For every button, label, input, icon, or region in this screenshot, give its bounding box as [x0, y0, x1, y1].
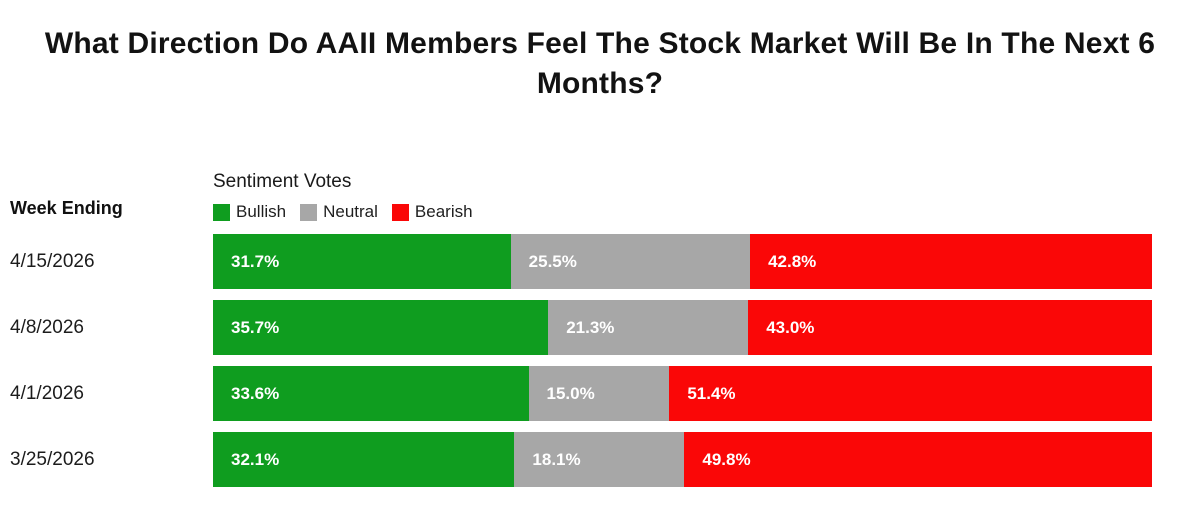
- segment-value: 15.0%: [546, 383, 595, 403]
- chart-row: 4/1/2026 33.6% 15.0% 51.4%: [0, 366, 1200, 422]
- segment-value: 42.8%: [768, 251, 817, 271]
- segment-value: 18.1%: [532, 449, 581, 469]
- bar-segment-bullish: 32.1%: [213, 432, 515, 488]
- segment-value: 49.8%: [702, 449, 751, 469]
- bar-segment-bearish: 43.0%: [748, 300, 1152, 356]
- segment-value: 51.4%: [687, 383, 736, 403]
- chart-title: What Direction Do AAII Members Feel The …: [44, 27, 1156, 100]
- bar-segment-neutral: 25.5%: [510, 234, 751, 290]
- legend-item-neutral: Neutral: [300, 202, 378, 222]
- bar-segment-neutral: 15.0%: [528, 366, 670, 422]
- bullish-swatch: [213, 203, 230, 221]
- week-label: 4/15/2026: [10, 250, 95, 272]
- segment-value: 43.0%: [766, 317, 815, 337]
- chart-row: 4/8/2026 35.7% 21.3% 43.0%: [0, 300, 1200, 356]
- chart-row: 3/25/2026 32.1% 18.1% 49.8%: [0, 432, 1200, 488]
- legend-item-bullish: Bullish: [213, 202, 286, 222]
- legend-item-bearish: Bearish: [391, 202, 473, 222]
- neutral-swatch: [300, 203, 318, 221]
- legend-label-bullish: Bullish: [236, 202, 287, 222]
- week-label: 3/25/2026: [10, 448, 95, 470]
- legend-block: Sentiment Votes Bullish Neutral Bearish: [213, 171, 1152, 222]
- bar-track: 32.1% 18.1% 49.8%: [213, 432, 1152, 488]
- legend: Bullish Neutral Bearish: [213, 202, 1152, 222]
- legend-label-bearish: Bearish: [414, 202, 473, 222]
- segment-value: 32.1%: [231, 449, 280, 469]
- week-ending-header: Week Ending: [10, 198, 123, 219]
- segment-value: 25.5%: [528, 251, 577, 271]
- bar-segment-neutral: 18.1%: [514, 432, 685, 488]
- bar-track: 33.6% 15.0% 51.4%: [213, 366, 1152, 422]
- chart-header-row: Week Ending Sentiment Votes Bullish Neut…: [0, 171, 1152, 222]
- segment-value: 35.7%: [231, 317, 280, 337]
- bar-segment-bullish: 33.6%: [213, 366, 529, 422]
- bearish-swatch: [391, 203, 409, 221]
- bar-segment-bullish: 31.7%: [213, 234, 511, 290]
- segment-value: 33.6%: [231, 383, 280, 403]
- bar-segment-bullish: 35.7%: [213, 300, 549, 356]
- bar-track: 31.7% 25.5% 42.8%: [213, 234, 1152, 290]
- bar-rows: 4/15/2026 31.7% 25.5% 42.8% 4/8/2026 35.7% 21.…: [0, 234, 1200, 488]
- week-label: 4/8/2026: [10, 316, 84, 338]
- bar-track: 35.7% 21.3% 43.0%: [213, 300, 1152, 356]
- bar-segment-bearish: 51.4%: [669, 366, 1152, 422]
- segment-value: 31.7%: [231, 251, 280, 271]
- bar-segment-bearish: 42.8%: [750, 234, 1152, 290]
- bar-segment-bearish: 49.8%: [684, 432, 1152, 488]
- week-label: 4/1/2026: [10, 382, 84, 404]
- bar-segment-neutral: 21.3%: [548, 300, 749, 356]
- segment-value: 21.3%: [566, 317, 615, 337]
- legend-label-neutral: Neutral: [323, 202, 378, 222]
- legend-title: Sentiment Votes: [213, 171, 352, 193]
- chart-row: 4/15/2026 31.7% 25.5% 42.8%: [0, 234, 1200, 290]
